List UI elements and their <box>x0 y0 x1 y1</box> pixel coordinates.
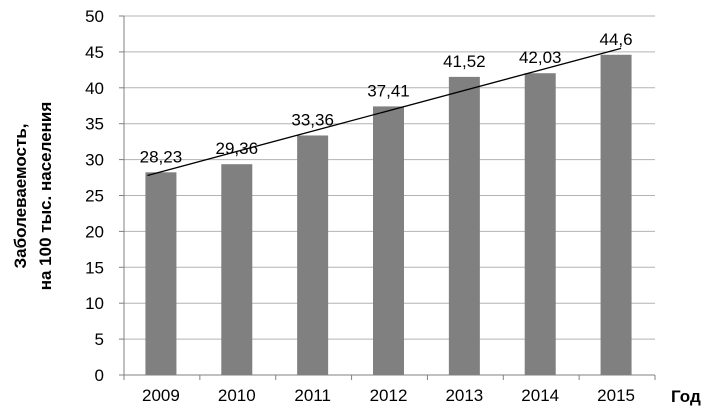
y-tick-label: 25 <box>85 187 104 206</box>
bar <box>600 54 632 375</box>
data-label: 28,23 <box>140 147 183 166</box>
x-tick-label: 2013 <box>445 386 483 405</box>
bar <box>145 172 177 375</box>
x-tick-label: 2011 <box>294 386 331 405</box>
data-label: 33,36 <box>291 110 334 129</box>
bar <box>373 106 404 375</box>
y-tick-label: 0 <box>95 366 104 385</box>
bar <box>221 164 253 375</box>
y-axis-title-line2: на 100 тыс. населения <box>36 102 55 291</box>
x-tick-label: 2012 <box>370 386 408 405</box>
y-tick-label: 40 <box>85 79 104 98</box>
bar <box>297 135 329 375</box>
x-tick-label: 2010 <box>218 386 256 405</box>
data-label: 41,52 <box>443 52 486 71</box>
data-label: 37,41 <box>367 81 410 100</box>
data-label: 29,36 <box>216 139 259 158</box>
y-tick-label: 50 <box>85 7 104 26</box>
y-tick-label: 15 <box>85 258 104 277</box>
data-labels: 28,23 29,36 33,36 37,41 41,52 42,03 44,6 <box>140 30 633 167</box>
x-tick-labels: 2009 2010 2011 2012 2013 2014 2015 <box>123 375 656 405</box>
data-label: 42,03 <box>519 48 562 67</box>
bar <box>448 76 480 375</box>
y-tick-label: 30 <box>85 151 104 170</box>
trend-line <box>147 47 622 177</box>
y-tick-labels: 0 5 10 15 20 25 30 35 40 45 50 <box>85 7 124 385</box>
bars <box>145 54 632 375</box>
y-tick-label: 10 <box>85 294 104 313</box>
bar <box>524 73 556 375</box>
y-tick-label: 35 <box>85 115 104 134</box>
y-tick-label: 45 <box>85 43 104 62</box>
y-tick-label: 20 <box>85 222 104 241</box>
x-tick-label: 2015 <box>597 386 635 405</box>
x-axis-title: Год <box>671 387 701 406</box>
data-label: 44,6 <box>600 30 633 49</box>
x-tick-label: 2014 <box>521 386 559 405</box>
y-tick-label: 5 <box>95 330 104 349</box>
x-tick-label: 2009 <box>142 386 180 405</box>
y-axis-title-line1: Заболеваемость, <box>11 124 30 269</box>
